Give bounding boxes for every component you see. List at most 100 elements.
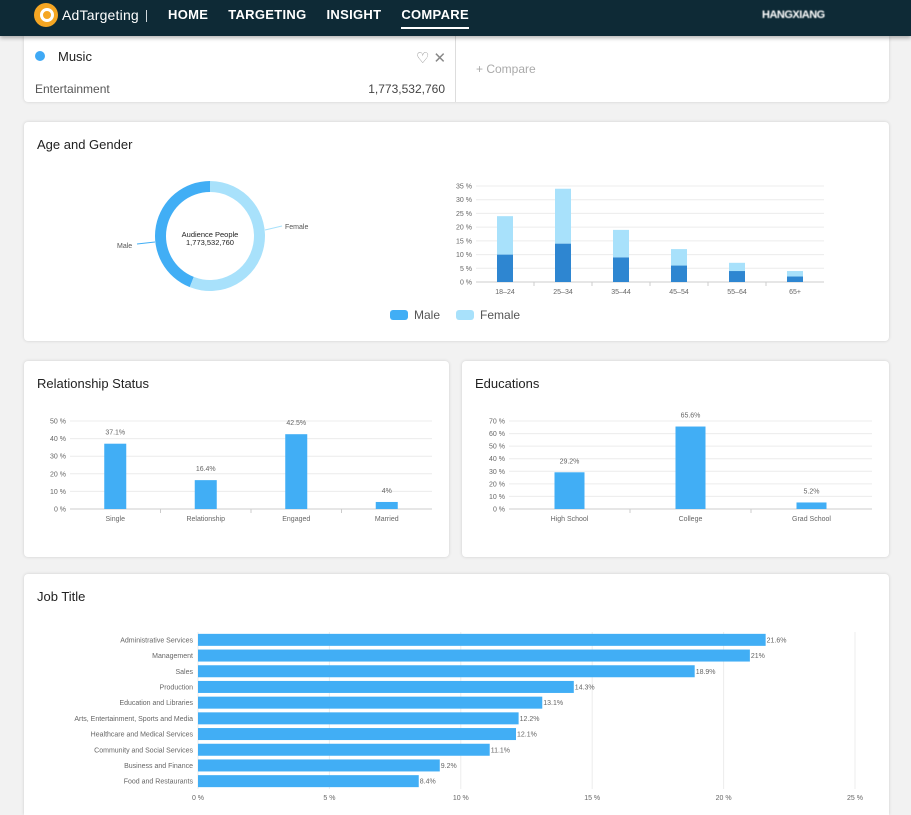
bar-job-10[interactable] (198, 775, 419, 788)
relationship-title: Relationship Status (37, 376, 150, 391)
y-tick-label: Education and Libraries (119, 700, 193, 707)
bar-grad-school[interactable] (796, 502, 827, 509)
data-label: 9.2% (441, 763, 457, 770)
job-title-chart: 0 % 5 % 10 % 15 % 20 % 25 % Administrative Ser… (74, 632, 863, 802)
data-label: 65.6% (681, 413, 701, 420)
bar-single[interactable] (104, 443, 127, 509)
y-tick-label: 50 % (50, 419, 66, 426)
y-tick-label: 25 % (456, 211, 472, 218)
y-tick-label: 30 % (489, 469, 505, 476)
bar-female-55–64[interactable] (729, 262, 745, 272)
legend-female[interactable]: Female (456, 308, 520, 322)
x-tick-label: Grad School (792, 516, 831, 523)
x-tick-label: 55–64 (727, 289, 747, 296)
top-nav-bar: AdTargeting HOME TARGETING INSIGHT COMPA… (0, 0, 911, 36)
logo-text: AdTargeting (62, 7, 139, 23)
relationship-card: Relationship Status 0 % 10 % 20 % 30 % 40 % 5… (24, 361, 449, 557)
female-leader-line (264, 225, 283, 231)
y-tick-label: Management (152, 653, 193, 660)
close-icon[interactable]: ✕ (433, 50, 447, 67)
donut-slice-male[interactable] (155, 181, 210, 288)
bar-high-school[interactable] (554, 472, 585, 509)
bar-engaged[interactable] (285, 434, 308, 509)
y-tick-label: Arts, Entertainment, Sports and Media (74, 716, 193, 723)
y-tick-label: 0 % (493, 507, 505, 514)
logo[interactable]: AdTargeting (34, 3, 139, 27)
bar-female-18–24[interactable] (497, 216, 513, 255)
data-label: 8.4% (420, 779, 436, 786)
x-tick-label: 45–54 (669, 289, 689, 296)
nav-home[interactable]: HOME (168, 7, 209, 22)
heart-icon[interactable]: ♡ (416, 50, 430, 67)
audience-name: Music (58, 49, 92, 64)
y-tick-label: 20 % (50, 471, 66, 478)
nav-divider (146, 10, 147, 22)
bar-relationship[interactable] (194, 480, 217, 509)
y-tick-label: 0 % (54, 507, 66, 514)
bar-job-3[interactable] (198, 665, 695, 678)
bar-male-45–54[interactable] (671, 265, 687, 282)
education-chart: 0 % 10 % 20 % 30 % 40 % 50 % 60 % 70 % 29.2% High… (489, 413, 872, 523)
bar-married[interactable] (375, 501, 398, 509)
bar-female-45–54[interactable] (671, 249, 687, 266)
audience-color-dot (35, 51, 45, 61)
donut-center-value: 1,773,532,760 (186, 238, 234, 247)
y-tick-label: 15 % (456, 238, 472, 245)
bar-male-65+[interactable] (787, 276, 803, 282)
logo-icon (34, 3, 58, 27)
x-tick-label: 25–34 (553, 289, 573, 296)
x-tick-label: Relationship (186, 516, 225, 523)
x-tick-label: 65+ (789, 289, 801, 296)
x-tick-label: 25 % (847, 795, 863, 802)
x-tick-label: Engaged (282, 516, 310, 523)
bar-job-4[interactable] (198, 680, 574, 693)
y-tick-label: Healthcare and Medical Services (91, 732, 194, 739)
bar-male-35–44[interactable] (613, 257, 629, 282)
bar-job-1[interactable] (198, 633, 766, 646)
bar-female-35–44[interactable] (613, 229, 629, 258)
bar-male-18–24[interactable] (497, 254, 513, 282)
bar-female-65+[interactable] (787, 271, 803, 277)
x-tick-label: 0 % (192, 795, 204, 802)
job-title-card: Job Title 0 % 5 % 10 % 15 % 20 % 25 % Administ… (24, 574, 889, 815)
bar-male-55–64[interactable] (729, 271, 745, 282)
y-tick-label: 0 % (460, 280, 472, 287)
education-title: Educations (475, 376, 540, 391)
x-tick-label: High School (551, 516, 589, 523)
audience-category: Entertainment (35, 82, 110, 96)
bar-job-7[interactable] (198, 728, 516, 741)
y-tick-label: 70 % (489, 419, 505, 426)
bar-job-2[interactable] (198, 649, 750, 662)
user-menu[interactable]: HANGXIANG (762, 9, 825, 21)
donut-label-female: Female (285, 224, 308, 231)
bar-male-25–34[interactable] (555, 243, 571, 282)
nav-compare[interactable]: COMPARE (401, 0, 469, 29)
donut-slice-female[interactable] (189, 181, 265, 291)
y-tick-label: 60 % (489, 431, 505, 438)
y-tick-label: 10 % (456, 252, 472, 259)
x-tick-label: 18–24 (495, 289, 515, 296)
donut-center-label: Audience People (182, 230, 239, 239)
donut-label-male: Male (117, 243, 132, 250)
add-compare-button[interactable]: + Compare (476, 62, 536, 76)
bar-job-6[interactable] (198, 712, 519, 725)
y-tick-label: Business and Finance (124, 763, 193, 770)
bar-job-8[interactable] (198, 743, 490, 756)
nav-insight[interactable]: INSIGHT (326, 7, 382, 22)
data-label: 5.2% (804, 488, 820, 495)
x-tick-label: Married (375, 516, 399, 523)
x-tick-label: 35–44 (611, 289, 631, 296)
nav-targeting[interactable]: TARGETING (228, 7, 307, 22)
main-nav: HOME TARGETING INSIGHT COMPARE (168, 0, 489, 36)
legend-male-swatch (390, 310, 408, 320)
data-label: 4% (382, 488, 392, 495)
age-gender-title: Age and Gender (37, 137, 133, 152)
bar-female-25–34[interactable] (555, 188, 571, 244)
bar-college[interactable] (675, 426, 706, 509)
legend-male[interactable]: Male (390, 308, 440, 322)
y-tick-label: 40 % (489, 456, 505, 463)
bar-job-9[interactable] (198, 759, 440, 772)
y-tick-label: 10 % (50, 489, 66, 496)
bar-job-5[interactable] (198, 696, 543, 709)
x-tick-label: 5 % (323, 795, 335, 802)
